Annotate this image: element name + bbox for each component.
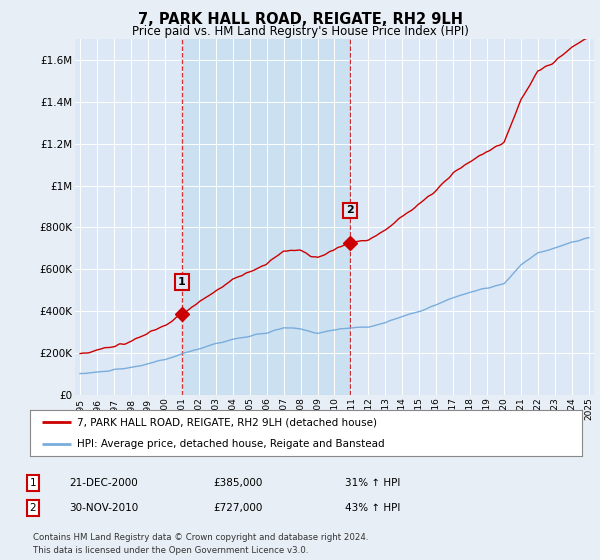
Text: 7, PARK HALL ROAD, REIGATE, RH2 9LH: 7, PARK HALL ROAD, REIGATE, RH2 9LH [137, 12, 463, 27]
Text: 2: 2 [29, 503, 37, 513]
Text: 43% ↑ HPI: 43% ↑ HPI [345, 503, 400, 513]
Bar [182, 39, 350, 395]
Text: 1: 1 [29, 478, 37, 488]
Text: 30-NOV-2010: 30-NOV-2010 [69, 503, 138, 513]
Text: 2: 2 [346, 206, 354, 215]
Text: 21-DEC-2000: 21-DEC-2000 [69, 478, 138, 488]
Text: Contains HM Land Registry data © Crown copyright and database right 2024.
This d: Contains HM Land Registry data © Crown c… [33, 533, 368, 554]
Text: Price paid vs. HM Land Registry's House Price Index (HPI): Price paid vs. HM Land Registry's House … [131, 25, 469, 38]
Text: 31% ↑ HPI: 31% ↑ HPI [345, 478, 400, 488]
Text: £727,000: £727,000 [213, 503, 262, 513]
Text: £385,000: £385,000 [213, 478, 262, 488]
Text: 1: 1 [178, 277, 186, 287]
Text: 7, PARK HALL ROAD, REIGATE, RH2 9LH (detached house): 7, PARK HALL ROAD, REIGATE, RH2 9LH (det… [77, 417, 377, 427]
Text: HPI: Average price, detached house, Reigate and Banstead: HPI: Average price, detached house, Reig… [77, 439, 385, 449]
